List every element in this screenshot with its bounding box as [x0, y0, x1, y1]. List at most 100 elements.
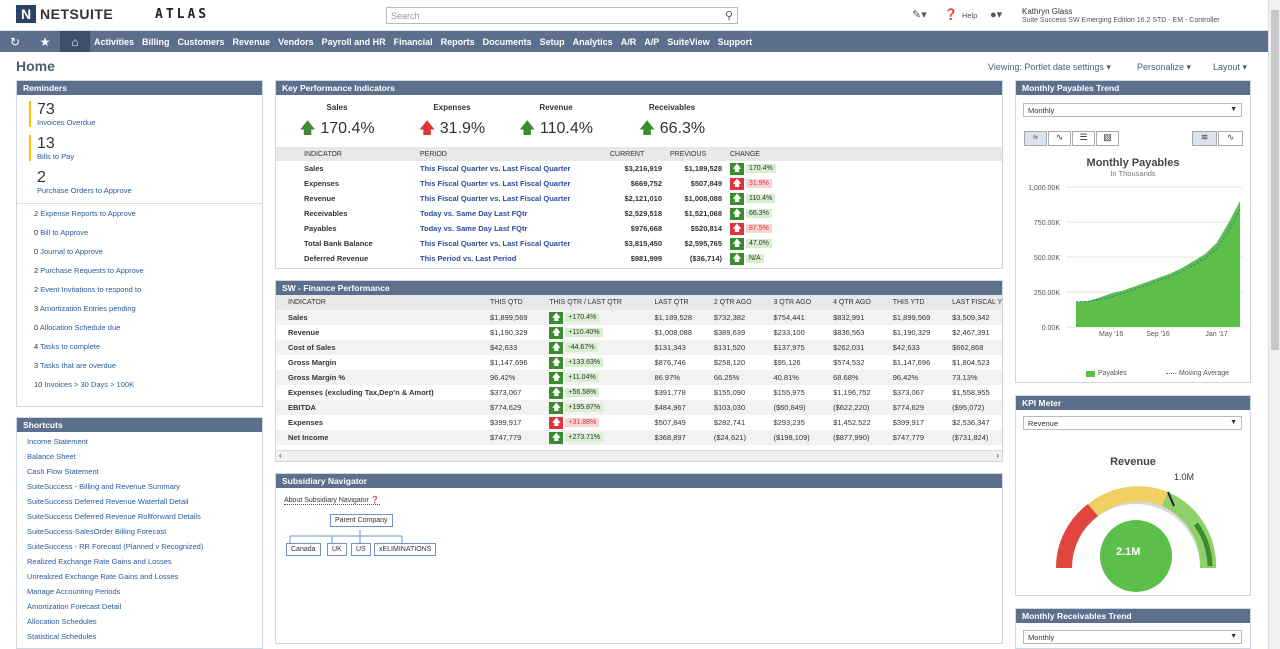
finance-row[interactable]: Expenses (excluding Tax,Dep'n & Amort) $3…	[276, 385, 1002, 400]
kpi-column-header[interactable]: PERIOD	[416, 147, 606, 161]
range-full-icon[interactable]: ∿	[1218, 131, 1243, 146]
shortcut-link[interactable]: SuiteSuccess Deferred Revenue Waterfall …	[27, 497, 189, 506]
shortcut-link[interactable]: SuiteSuccess - RR Forecast (Planned v Re…	[27, 542, 204, 551]
shortcut-link[interactable]: Unrealized Exchange Rate Gains and Losse…	[27, 572, 179, 581]
help-icon[interactable]: ❓	[370, 497, 380, 504]
shortcut-link[interactable]: Realized Exchange Rate Gains and Losses	[27, 557, 172, 566]
shortcut-link[interactable]: Manage Accounting Periods	[27, 587, 121, 596]
reminder-item[interactable]: 4 Tasks to complete	[17, 337, 262, 356]
scroll-left-icon[interactable]: ‹	[279, 451, 282, 460]
area-chart-icon[interactable]: ≈	[1024, 131, 1047, 146]
kpi-column-header[interactable]: INDICATOR	[276, 147, 416, 161]
user-info[interactable]: Kathryn Glass Suite Success SW Emerging …	[1022, 7, 1220, 25]
reminder-item[interactable]: 2 Expense Reports to Approve	[17, 204, 262, 223]
payables-area[interactable]	[1076, 201, 1240, 327]
legend-payables[interactable]: Payables	[1086, 370, 1127, 377]
finance-row[interactable]: Expenses $399,917 🡅 +31.88% $507,849 $282,741…	[276, 415, 1002, 430]
kpi-column-header[interactable]: CURRENT	[606, 147, 666, 161]
kpi-period[interactable]: This Period vs. Last Period	[420, 254, 517, 263]
nav-item-financial[interactable]: Financial	[393, 36, 433, 47]
reminder-headline-item[interactable]: 13 Bills to Pay	[29, 135, 262, 161]
reminder-item[interactable]: 0 Allocation Schedule due	[17, 318, 262, 337]
help-icon[interactable]: ❓	[944, 9, 958, 21]
nav-item-setup[interactable]: Setup	[539, 36, 565, 47]
finance-column-header[interactable]: THIS QTR / LAST QTR	[545, 295, 651, 310]
finance-column-header[interactable]: THIS YTD	[888, 295, 949, 310]
nav-item-revenue[interactable]: Revenue	[232, 36, 271, 47]
finance-column-header[interactable]: THIS QTD	[486, 295, 546, 310]
reminder-item[interactable]: 3 Tasks that are overdue	[17, 356, 262, 375]
subsidiary-node[interactable]: Canada	[286, 543, 321, 556]
kpi-column-header[interactable]: CHANGE	[726, 147, 1002, 161]
search-input[interactable]: Search ⚲	[386, 7, 738, 24]
finance-column-header[interactable]: LAST FISCAL YTD	[948, 295, 1002, 310]
finance-column-header[interactable]: 2 QTR AGO	[709, 295, 770, 310]
subsidiary-node[interactable]: xELIMINATIONS	[374, 543, 437, 556]
reminder-headline-item[interactable]: 2 Purchase Orders to Approve	[29, 169, 262, 195]
column-chart-icon[interactable]: ▧	[1096, 131, 1119, 146]
netsuite-logo[interactable]: N NETSUITE	[16, 5, 113, 23]
nav-item-documents[interactable]: Documents	[482, 36, 532, 47]
kpi-row[interactable]: Receivables Today vs. Same Day Last FQtr $…	[276, 206, 1002, 221]
kpi-period[interactable]: This Fiscal Quarter vs. Last Fiscal Quar…	[420, 239, 571, 248]
finance-row[interactable]: Revenue $1,190,329 🡅 +110.40% $1,008,088 $389…	[276, 325, 1002, 340]
shortcuts-header[interactable]: Shortcuts	[17, 418, 262, 432]
finance-row[interactable]: Gross Margin % 96.42% 🡅 +11.04% 86.97% 66.25%…	[276, 370, 1002, 385]
kpi-row[interactable]: Payables Today vs. Same Day Last FQtr $976…	[276, 221, 1002, 236]
range-zoom-icon[interactable]: ≋	[1192, 131, 1217, 146]
moving-average-line[interactable]	[1075, 209, 1241, 303]
subsidiary-node[interactable]: UK	[327, 543, 347, 556]
shortcut-link[interactable]: Allocation Schedules	[27, 617, 97, 626]
horizontal-scrollbar[interactable]: ‹ ›	[276, 450, 1002, 461]
reminder-headline-item[interactable]: 73 Invoices Overdue	[29, 101, 262, 127]
reminder-item[interactable]: 2 Purchase Requests to Approve	[17, 261, 262, 280]
kpi-period[interactable]: This Fiscal Quarter vs. Last Fiscal Quar…	[420, 164, 571, 173]
subsidiary-node[interactable]: US	[351, 543, 371, 556]
kpi-row[interactable]: Deferred Revenue This Period vs. Last Per…	[276, 251, 1002, 266]
shortcut-link[interactable]: Income Statement	[27, 437, 88, 446]
kpi-row[interactable]: Sales This Fiscal Quarter vs. Last Fiscal…	[276, 161, 1002, 176]
finance-row[interactable]: Gross Margin $1,147,696 🡅 +133.63% $876,746 $…	[276, 355, 1002, 370]
nav-item-reports[interactable]: Reports	[440, 36, 475, 47]
nav-item-customers[interactable]: Customers	[177, 36, 225, 47]
nav-item-billing[interactable]: Billing	[142, 36, 170, 47]
search-icon[interactable]: ⚲	[724, 10, 733, 22]
kpi-period[interactable]: Today vs. Same Day Last FQtr	[420, 209, 528, 218]
reminder-item[interactable]: 0 Bill to Approve	[17, 223, 262, 242]
reminder-item[interactable]: 2 Event Invitations to respond to	[17, 280, 262, 299]
kpi-summary-item[interactable]: Expenses 🡅 31.9%	[402, 103, 502, 144]
scrollbar-thumb[interactable]	[1271, 10, 1279, 350]
kpi-summary-item[interactable]: Receivables 🡅 66.3%	[622, 103, 722, 144]
shortcut-link[interactable]: Balance Sheet	[27, 452, 76, 461]
nav-item-analytics[interactable]: Analytics	[572, 36, 613, 47]
kpi-column-header[interactable]: PREVIOUS	[666, 147, 726, 161]
finance-header[interactable]: SW - Finance Performance	[276, 281, 1002, 295]
reminder-item[interactable]: 0 Journal to Approve	[17, 242, 262, 261]
recent-icon[interactable]: ↻	[9, 34, 21, 49]
portlet-date-settings[interactable]: Viewing: Portlet date settings ▾	[988, 62, 1111, 72]
nav-item-a-r[interactable]: A/R	[620, 36, 637, 47]
kpi-period[interactable]: This Fiscal Quarter vs. Last Fiscal Quar…	[420, 194, 571, 203]
kpi-row[interactable]: Expenses This Fiscal Quarter vs. Last Fis…	[276, 176, 1002, 191]
legend-moving-average[interactable]: Moving Average	[1166, 370, 1229, 377]
finance-column-header[interactable]: 3 QTR AGO	[769, 295, 830, 310]
finance-row[interactable]: EBITDA $774,629 🡅 +195.87% $484,967 $103,030(…	[276, 400, 1002, 415]
nav-item-payroll-and-hr[interactable]: Payroll and HR	[321, 36, 386, 47]
kpi-period[interactable]: This Fiscal Quarter vs. Last Fiscal Quar…	[420, 179, 571, 188]
finance-column-header[interactable]: LAST QTR	[650, 295, 710, 310]
finance-row[interactable]: Sales $1,899,569 🡅 +170.4% $1,189,528 $732,38…	[276, 310, 1002, 325]
help-link[interactable]: Help	[962, 11, 978, 20]
line-chart-icon[interactable]: ∿	[1048, 131, 1071, 146]
kpi-period[interactable]: Today vs. Same Day Last FQtr	[420, 224, 528, 233]
receivables-header[interactable]: Monthly Receivables Trend	[1016, 609, 1250, 623]
recent-records-icon[interactable]: ✎▾	[912, 9, 927, 21]
shortcut-link[interactable]: Statistical Schedules	[27, 632, 97, 641]
shortcut-link[interactable]: SuiteSuccess-SalesOrder Billing Forecast	[27, 527, 167, 536]
shortcut-link[interactable]: Cash Flow Statement	[27, 467, 99, 476]
user-avatar-icon[interactable]: ●▾	[990, 9, 1003, 21]
finance-column-header[interactable]: 4 QTR AGO	[829, 295, 889, 310]
finance-row[interactable]: Cost of Sales $42,633 🡅 -44.67% $131,343 $131…	[276, 340, 1002, 355]
payables-period-select[interactable]: Monthly ▼	[1023, 103, 1242, 117]
personalize-menu[interactable]: Personalize ▾	[1137, 62, 1192, 72]
favorites-icon[interactable]: ★	[39, 34, 51, 49]
